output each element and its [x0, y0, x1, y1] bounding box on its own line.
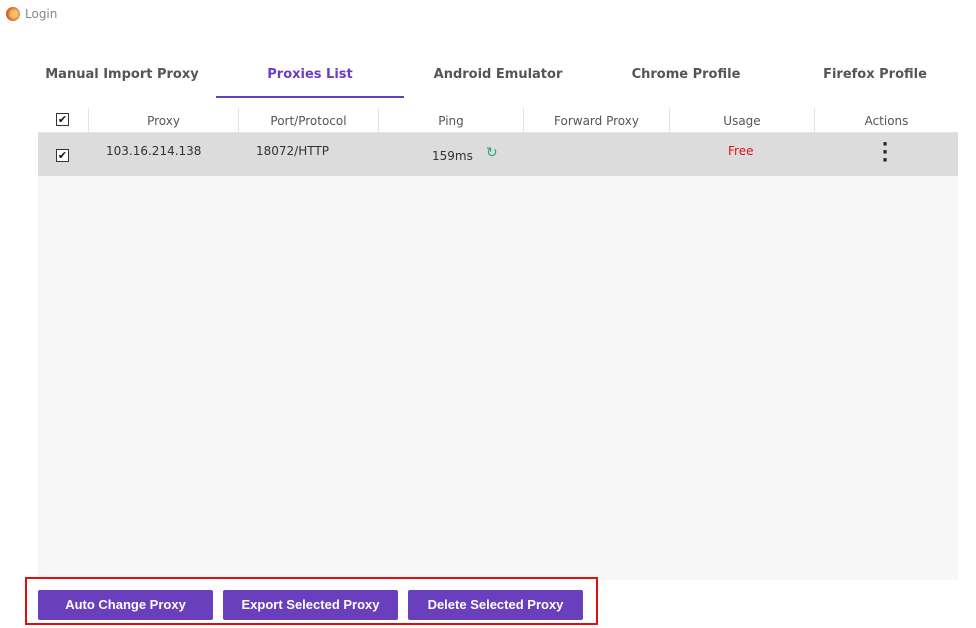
tab-bar: Manual Import Proxy Proxies List Android… — [0, 60, 976, 98]
tab-manual-import-proxy[interactable]: Manual Import Proxy — [45, 67, 199, 82]
ping-value: 159ms — [432, 149, 473, 163]
app-logo-icon — [6, 7, 20, 21]
column-ping: Ping — [378, 108, 523, 133]
usage-status: Free — [728, 144, 754, 158]
export-selected-proxy-button[interactable]: Export Selected Proxy — [223, 590, 398, 620]
refresh-ping-icon[interactable]: ↻ — [486, 145, 498, 161]
table-header: ✔ Proxy Port/Protocol Ping Forward Proxy… — [38, 108, 958, 133]
proxies-table: ✔ Proxy Port/Protocol Ping Forward Proxy… — [38, 108, 958, 580]
port-protocol: 18072/HTTP — [256, 144, 329, 158]
column-actions: Actions — [814, 108, 958, 133]
tab-chrome-profile[interactable]: Chrome Profile — [631, 67, 741, 82]
more-actions-icon[interactable]: · · · — [881, 134, 889, 171]
delete-selected-proxy-button[interactable]: Delete Selected Proxy — [408, 590, 583, 620]
window-title: Login — [25, 7, 58, 21]
tab-android-emulator[interactable]: Android Emulator — [433, 67, 563, 82]
row-checkbox[interactable]: ✔ — [56, 149, 69, 162]
column-proxy: Proxy — [88, 108, 238, 133]
table-row[interactable]: ✔ 103.16.214.138 18072/HTTP 159ms ↻ Free… — [38, 133, 958, 176]
window-title-bar: Login — [6, 7, 57, 21]
column-usage: Usage — [669, 108, 814, 133]
select-all-checkbox[interactable]: ✔ — [56, 113, 69, 126]
highlight-box — [25, 577, 598, 625]
column-port-protocol: Port/Protocol — [238, 108, 378, 133]
auto-change-proxy-button[interactable]: Auto Change Proxy — [38, 590, 213, 620]
column-forward-proxy: Forward Proxy — [523, 108, 669, 133]
tab-proxies-list[interactable]: Proxies List — [216, 60, 404, 98]
proxy-address: 103.16.214.138 — [106, 144, 202, 158]
tab-firefox-profile[interactable]: Firefox Profile — [823, 67, 927, 82]
